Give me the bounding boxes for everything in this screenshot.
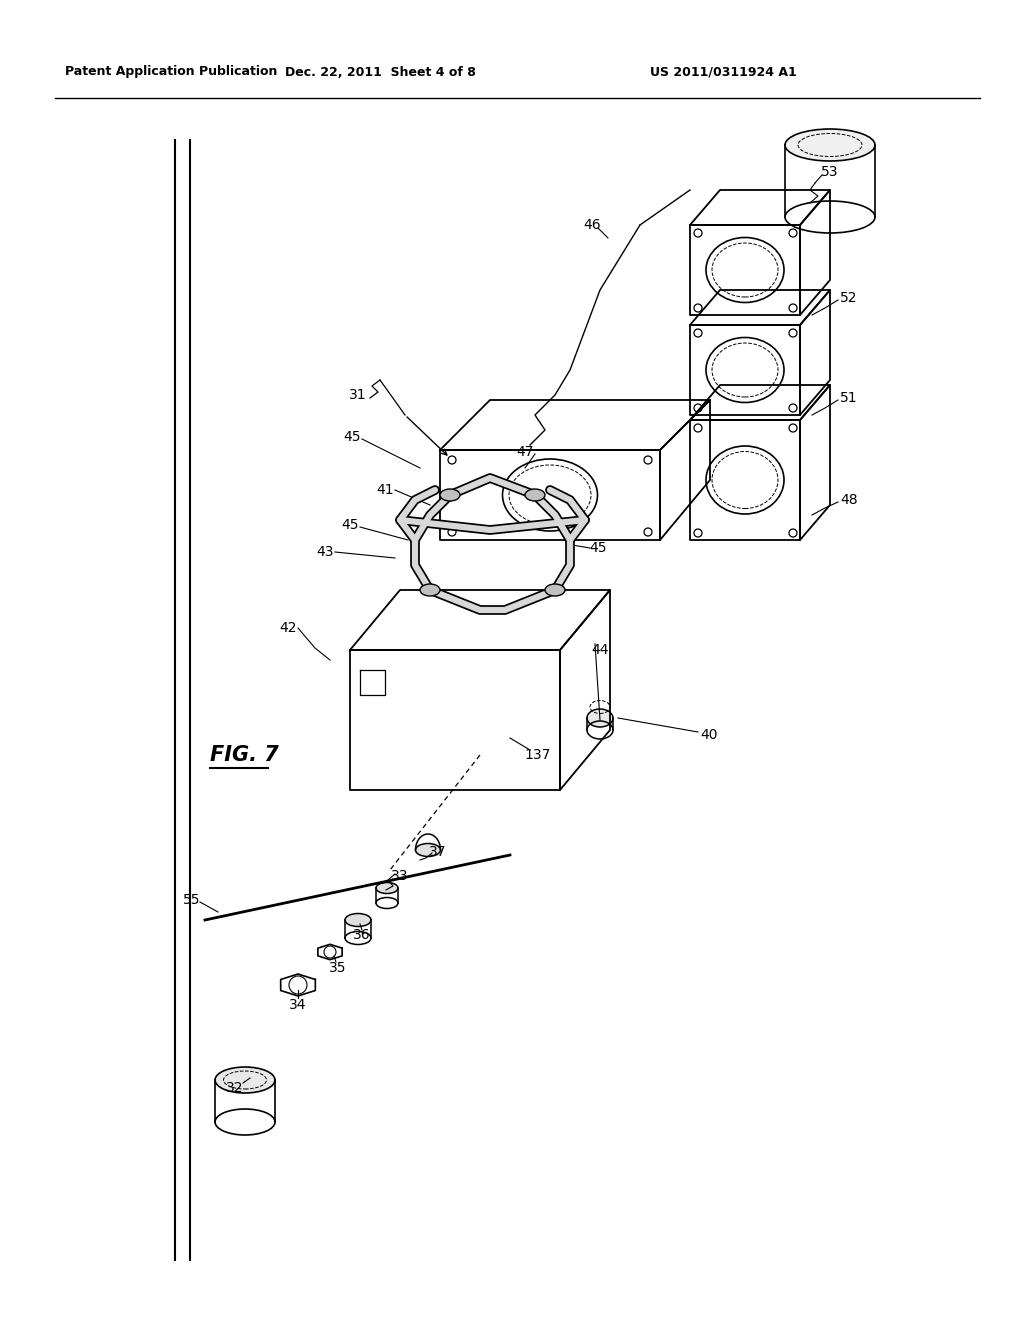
Ellipse shape [345,913,371,927]
Text: 31: 31 [349,388,367,403]
Ellipse shape [525,488,545,502]
Ellipse shape [785,129,874,161]
Ellipse shape [376,883,398,894]
Text: 45: 45 [589,541,607,554]
Text: 52: 52 [840,290,857,305]
Text: 51: 51 [840,391,858,405]
Ellipse shape [416,843,440,857]
Text: 137: 137 [525,748,551,762]
Text: 40: 40 [700,729,718,742]
Text: 41: 41 [376,483,394,498]
Text: Dec. 22, 2011  Sheet 4 of 8: Dec. 22, 2011 Sheet 4 of 8 [285,66,475,78]
Text: 37: 37 [429,845,446,859]
Ellipse shape [545,583,565,597]
Ellipse shape [420,583,440,597]
Ellipse shape [215,1067,275,1093]
Text: 35: 35 [330,961,347,975]
Text: 55: 55 [183,894,201,907]
Text: 36: 36 [353,928,371,942]
Text: 42: 42 [280,620,297,635]
Text: 33: 33 [391,869,409,883]
Text: FIG. 7: FIG. 7 [210,744,279,766]
Text: 48: 48 [840,492,858,507]
Text: US 2011/0311924 A1: US 2011/0311924 A1 [650,66,797,78]
Text: Patent Application Publication: Patent Application Publication [65,66,278,78]
Text: 45: 45 [343,430,360,444]
Ellipse shape [440,488,460,502]
Text: 44: 44 [591,643,608,657]
Text: 47: 47 [516,445,534,459]
Text: 32: 32 [226,1081,244,1096]
Ellipse shape [587,709,613,727]
Text: 46: 46 [584,218,601,232]
Text: 53: 53 [821,165,839,180]
Text: 43: 43 [316,545,334,558]
Text: 45: 45 [341,517,358,532]
Text: 34: 34 [289,998,307,1012]
